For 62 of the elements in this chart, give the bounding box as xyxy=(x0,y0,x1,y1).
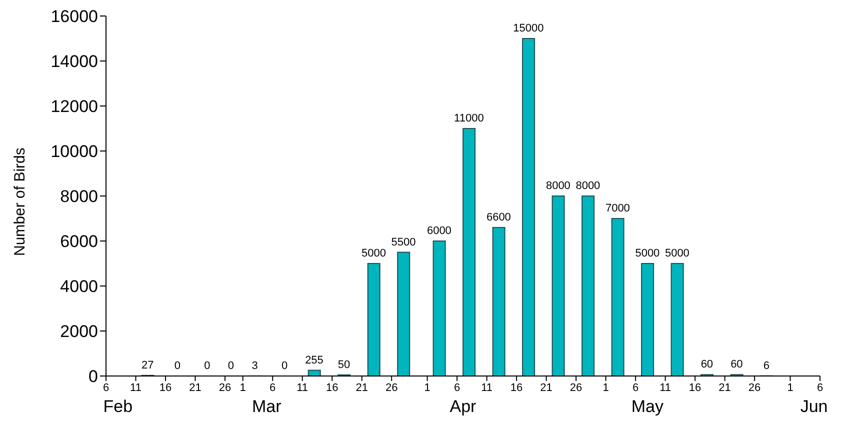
x-tick-label: 6 xyxy=(270,382,276,394)
x-tick-label: 16 xyxy=(510,382,523,394)
y-tick-label: 12000 xyxy=(50,97,98,116)
x-tick-label: 21 xyxy=(189,382,202,394)
x-tick-label: 11 xyxy=(481,382,493,394)
data-label: 5500 xyxy=(391,236,416,248)
data-label: 3 xyxy=(252,360,258,372)
y-tick-label: 6000 xyxy=(60,232,98,252)
y-tick-label: 16000 xyxy=(50,7,98,26)
x-tick-label: 16 xyxy=(326,382,338,394)
x-tick-label: 26 xyxy=(570,382,582,394)
x-tick-label: 1 xyxy=(240,382,246,394)
data-label: 5000 xyxy=(362,248,386,260)
x-tick-label: 11 xyxy=(296,382,308,394)
y-tick-label: 4000 xyxy=(60,277,98,296)
data-label: 60 xyxy=(730,358,743,371)
data-label: 6000 xyxy=(426,225,452,237)
data-label: 8000 xyxy=(576,180,600,192)
data-label: 5000 xyxy=(635,248,660,260)
y-tick-label: 10000 xyxy=(50,142,98,162)
data-label: 60 xyxy=(700,358,714,371)
data-label: 7000 xyxy=(605,202,630,214)
x-tick-label: 11 xyxy=(660,382,672,394)
data-label: 0 xyxy=(204,360,210,372)
x2-tick-label: Apr xyxy=(450,397,477,416)
y-tick-label: 2000 xyxy=(60,322,98,342)
y-tick-label: 14000 xyxy=(50,52,98,72)
x-tick-label: 11 xyxy=(130,382,142,394)
data-label: 5000 xyxy=(664,248,690,260)
x-tick-label: 16 xyxy=(159,382,172,394)
data-label: 8000 xyxy=(546,180,570,192)
y-axis-title: Number of Birds xyxy=(11,148,28,256)
x-tick-label: 26 xyxy=(385,382,398,394)
data-label: 255 xyxy=(305,354,324,366)
x-tick-label: 6 xyxy=(816,382,824,394)
data-label: 27 xyxy=(142,359,154,372)
data-label: 50 xyxy=(338,358,350,371)
y-tick-label: 0 xyxy=(88,367,98,386)
x-tick-label: 21 xyxy=(356,382,368,394)
data-label: 11000 xyxy=(454,112,484,124)
data-label: 6600 xyxy=(486,212,511,224)
x2-tick-label: Mar xyxy=(252,397,282,416)
x2-tick-label: Feb xyxy=(103,397,133,416)
data-label: 0 xyxy=(174,360,180,372)
x-tick-label: 26 xyxy=(218,382,232,394)
x-tick-label: 6 xyxy=(102,382,110,394)
y-tick-label: 8000 xyxy=(60,187,98,206)
x-tick-label: 21 xyxy=(718,382,731,394)
x-tick-label: 1 xyxy=(602,382,609,394)
x-tick-label: 1 xyxy=(787,382,794,394)
x-tick-label: 1 xyxy=(424,382,430,394)
x-tick-label: 21 xyxy=(540,382,552,394)
data-label: 0 xyxy=(281,360,288,372)
x2-tick-label: May xyxy=(631,397,664,416)
data-label: 0 xyxy=(228,360,234,372)
x-tick-label: 6 xyxy=(454,382,460,394)
x2-tick-label: Jun xyxy=(800,397,828,416)
data-label: 6 xyxy=(763,360,770,372)
data-label: 15000 xyxy=(513,22,544,34)
x-tick-label: 26 xyxy=(748,382,761,394)
x-tick-label: 6 xyxy=(632,382,639,394)
x-tick-label: 16 xyxy=(688,382,702,394)
